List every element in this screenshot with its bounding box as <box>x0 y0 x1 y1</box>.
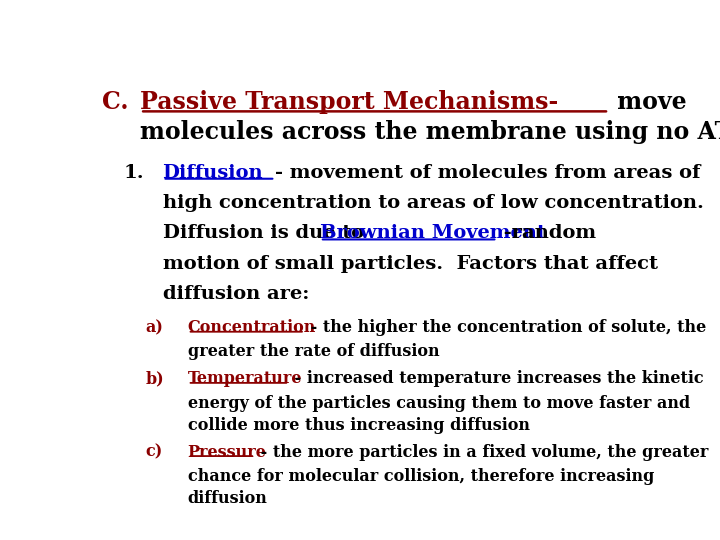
Text: greater the rate of diffusion: greater the rate of diffusion <box>188 343 439 360</box>
Text: Temperature: Temperature <box>188 370 302 387</box>
Text: - the more particles in a fixed volume, the greater: - the more particles in a fixed volume, … <box>255 443 708 461</box>
Text: a): a) <box>145 319 163 336</box>
Text: high concentration to areas of low concentration.: high concentration to areas of low conce… <box>163 194 703 212</box>
Text: Passive Transport Mechanisms-: Passive Transport Mechanisms- <box>140 90 559 114</box>
Text: Diffusion: Diffusion <box>163 164 264 182</box>
Text: molecules across the membrane using no ATP: molecules across the membrane using no A… <box>140 120 720 144</box>
Text: c): c) <box>145 443 163 461</box>
Text: collide more thus increasing diffusion: collide more thus increasing diffusion <box>188 416 530 434</box>
Text: chance for molecular collision, therefore increasing: chance for molecular collision, therefor… <box>188 468 654 485</box>
Text: move: move <box>609 90 687 114</box>
Text: energy of the particles causing them to move faster and: energy of the particles causing them to … <box>188 395 690 411</box>
Text: 1.: 1. <box>124 164 144 182</box>
Text: Pressure: Pressure <box>188 443 266 461</box>
Text: diffusion are:: diffusion are: <box>163 285 309 303</box>
Text: Diffusion is due to: Diffusion is due to <box>163 225 370 242</box>
Text: -random: -random <box>498 225 596 242</box>
Text: diffusion: diffusion <box>188 490 268 507</box>
Text: - increased temperature increases the kinetic: - increased temperature increases the ki… <box>289 370 704 387</box>
Text: C.: C. <box>102 90 129 114</box>
Text: - movement of molecules from areas of: - movement of molecules from areas of <box>275 164 701 182</box>
Text: b): b) <box>145 370 164 387</box>
Text: - the higher the concentration of solute, the: - the higher the concentration of solute… <box>305 319 706 336</box>
Text: Concentration: Concentration <box>188 319 316 336</box>
Text: motion of small particles.  Factors that affect: motion of small particles. Factors that … <box>163 255 657 273</box>
Text: Brownian Movement: Brownian Movement <box>320 225 546 242</box>
